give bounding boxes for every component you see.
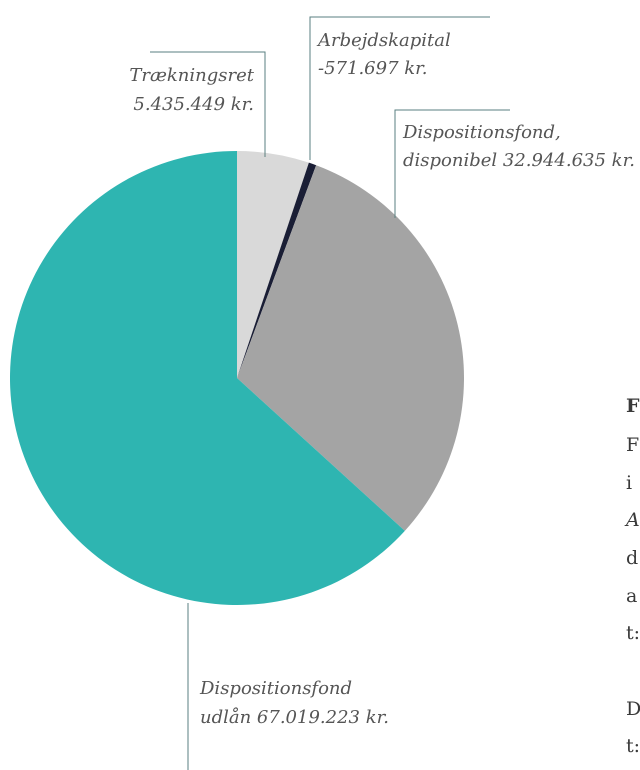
pie-slice-arbejdskapital	[237, 162, 317, 378]
side-text-fragment-8: t:	[626, 735, 640, 757]
side-text-fragment-4: d	[626, 547, 639, 569]
leader-line-traekningsret	[150, 51, 266, 157]
label-traekningsret-value: 5.435.449 kr.	[133, 94, 254, 115]
label-disponibel-value: disponibel 32.944.635 kr.	[403, 150, 635, 171]
label-traekningsret-name: Trækningsret	[129, 65, 254, 86]
label-arbejdskapital-value: -571.697 kr.	[318, 58, 428, 79]
label-disponibel-name: Dispositionsfond,	[402, 122, 561, 143]
label-arbejdskapital-name: Arbejdskapital	[316, 30, 451, 51]
pie-slice-traekningsret	[237, 151, 309, 378]
leader-line-arbejdskapital	[309, 16, 490, 160]
side-text-fragment-3: A	[626, 509, 640, 531]
label-udlaan-name: Dispositionsfond	[199, 678, 352, 699]
side-heading-fragment: F	[626, 395, 640, 417]
side-text-fragment-5: a	[626, 585, 638, 607]
label-udlaan-value: udlån 67.019.223 kr.	[200, 706, 389, 728]
pie-slice-disponibel	[237, 165, 464, 531]
side-text-fragment-6: t:	[626, 622, 640, 644]
side-text-fragment-2: i	[626, 472, 633, 494]
leader-line-disponibel	[394, 109, 510, 218]
side-text-fragment-1: F	[626, 434, 640, 456]
side-text-fragment-7: D	[626, 698, 640, 720]
pie-slice-udlaan	[9, 151, 405, 605]
pie-slices	[9, 151, 464, 605]
